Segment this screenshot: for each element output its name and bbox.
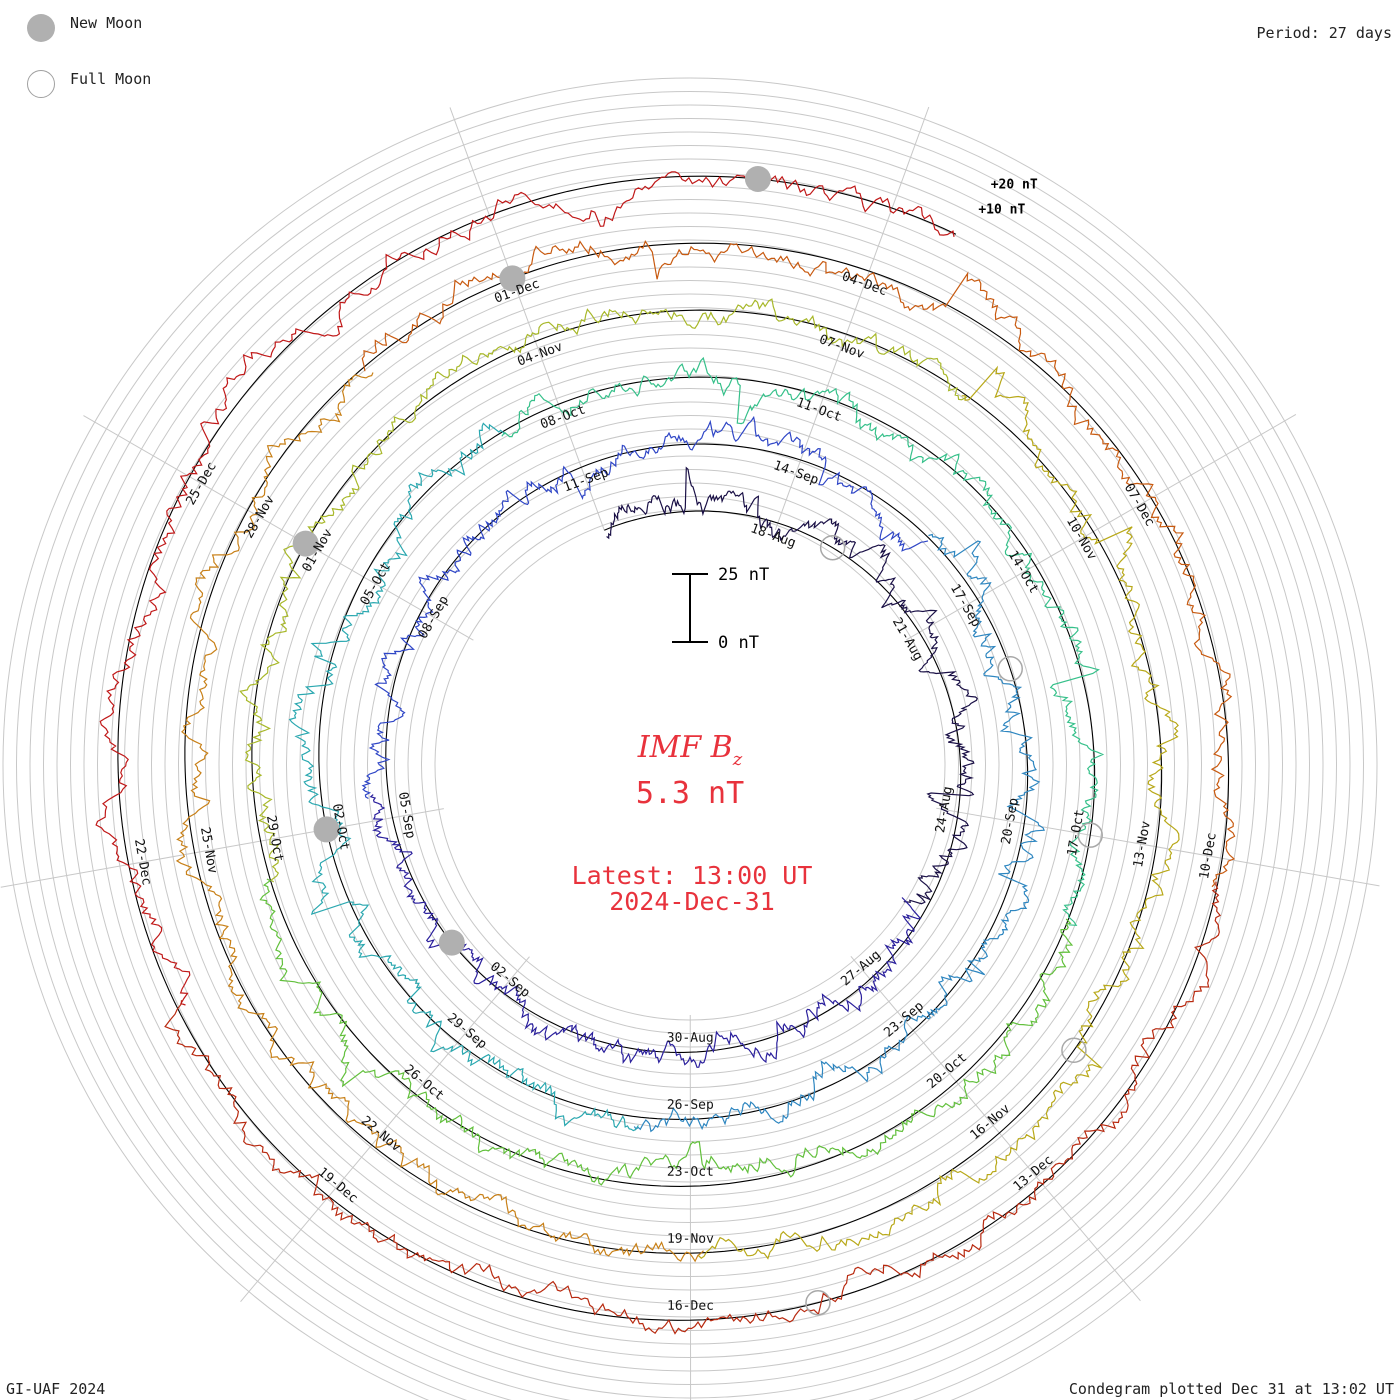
date-label: 29-Sep [444,1011,490,1053]
reference-ring [353,428,1027,1102]
date-label: 07-Nov [817,332,866,362]
new-moon-marker [292,530,319,557]
full-moon-marker [997,656,1023,682]
date-label: 30-Aug [667,1031,714,1046]
date-label: 13-Dec [1011,1153,1057,1195]
full-moon-marker [1061,1037,1087,1064]
day-spoke [0,808,444,888]
bz-trace-segment [239,298,968,883]
new-moon-marker [499,265,526,292]
bz-trace-segment [369,794,922,1068]
bz-trace-segment [175,372,704,1263]
reference-ring [43,118,1337,1400]
day-spoke [449,107,605,531]
bz-series [95,171,1236,1335]
date-label: 23-Oct [667,1165,714,1180]
new-moon-marker [438,929,465,956]
ring-reference-label: +10 nT [978,202,1025,217]
new-moon-marker [744,165,771,192]
date-label: 04-Nov [516,339,565,369]
date-label: 11-Oct [794,395,843,425]
full-moon-marker [819,534,846,561]
bz-trace-segment [361,239,1236,888]
bz-trace-segment [361,415,929,800]
period-label: Period: 27 days [1256,24,1392,42]
latest-date: 2024-Dec-31 [609,887,775,916]
latest-time: Latest: 13:00 UT [572,861,813,890]
bz-trace-segment [633,533,1045,1133]
zero-level-spiral [117,175,1230,1321]
bz-trace-segment [164,881,1222,1335]
reference-ring [110,185,1270,1345]
reference-ring [16,91,1364,1400]
reference-ring [83,158,1297,1372]
date-label: 05-Oct [358,560,394,608]
day-spoke [850,956,1141,1302]
full-moon-legend-label: Full Moon [70,70,152,88]
reference-ring [97,172,1283,1358]
date-label: 14-Sep [771,458,820,488]
date-label: 08-Oct [539,402,588,432]
new-moon-legend-label: New Moon [70,14,143,32]
date-label: 16-Nov [968,1101,1014,1143]
date-label: 26-Sep [667,1098,714,1113]
bz-trace-segment [95,171,955,1006]
reference-ring [29,104,1351,1400]
date-label: 25-Dec [183,460,219,508]
new-moon-marker [313,816,340,843]
date-label: 19-Nov [667,1232,714,1247]
new-moon-legend-icon [27,14,55,42]
reference-ring [2,77,1378,1400]
footer-plot-time: Condegram plotted Dec 31 at 13:02 UT [1068,1380,1394,1398]
date-label: 22-Dec [131,838,154,887]
day-spoke [240,956,530,1302]
moon-markers [292,165,1103,1316]
date-label: 24-Aug [933,785,956,834]
full-moon-marker [1077,822,1103,848]
bz-trace-segment [259,878,1074,1186]
date-label: 13-Nov [1131,820,1154,869]
reference-ring [124,199,1256,1331]
date-label: 11-Sep [561,465,610,495]
current-value: 5.3 nT [636,776,744,811]
ring-reference-label: +20 nT [991,178,1038,193]
scale-bar: 25 nT 0 nT [672,565,769,653]
reference-ring [137,212,1243,1318]
date-label: 16-Dec [667,1299,714,1314]
date-label: 05-Sep [395,791,418,840]
reference-ring [56,131,1324,1399]
date-label: 21-Aug [889,615,926,663]
date-label: 18-Aug [748,521,797,551]
ring-reference-labels: +20 nT +10 nT [978,178,1038,218]
day-spoke [906,414,1297,641]
date-label: 25-Nov [197,826,220,875]
day-spoke [936,807,1380,887]
full-moon-marker [805,1289,831,1316]
bz-trace-segment [697,365,1180,1260]
bz-trace-segment [606,466,978,905]
date-label: 02-Sep [487,959,533,1001]
date-label: 04-Dec [840,269,889,299]
bz-trace-segment [288,422,639,1132]
bz-trace-segment [501,356,1105,926]
date-label: 10-Dec [1197,831,1220,880]
day-spokes [0,106,1380,1400]
date-label: 28-Nov [242,493,278,541]
scale-bar-top-label: 25 nT [718,565,769,585]
center-readout: IMF Bz 5.3 nT Latest: 13:00 UT 2024-Dec-… [572,730,813,916]
footer-credit: GI-UAF 2024 [6,1380,106,1398]
quantity-label: IMF Bz [637,730,743,770]
reference-ring [394,469,986,1061]
day-spoke [83,415,474,641]
scale-bar-bottom-label: 0 nT [718,633,759,653]
full-moon-legend-icon [27,70,55,98]
reference-ring [70,145,1310,1385]
